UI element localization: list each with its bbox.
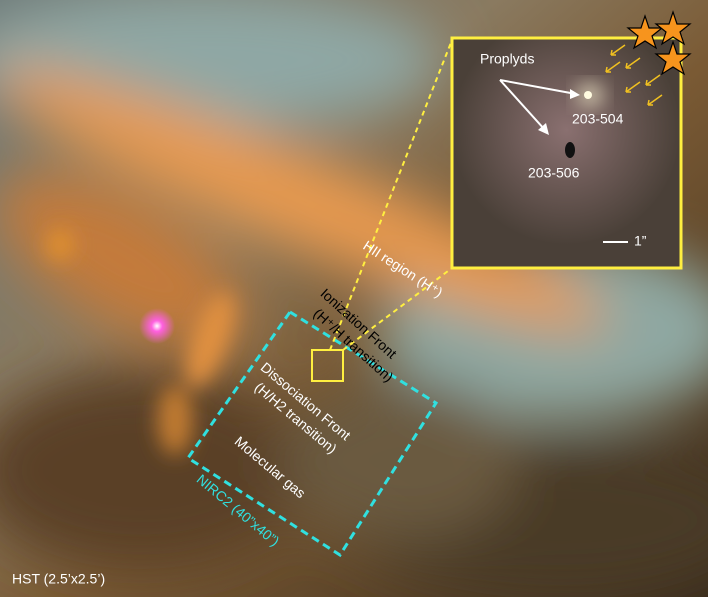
image-label: HST (2.5’x2.5’): [12, 571, 105, 587]
scale-label: 1”: [634, 233, 647, 249]
object-label: 203-506: [528, 165, 580, 181]
zoom-line: [342, 267, 453, 351]
illumination: [605, 44, 663, 106]
inset: Proplyds 203-504 203-506 1”: [450, 36, 683, 270]
zoom-box: [311, 349, 344, 382]
zoom-line: [329, 39, 453, 351]
stars: [626, 10, 692, 76]
inset-label: Proplyds: [480, 51, 534, 67]
nirc2-field: [185, 309, 439, 558]
object-label: 203-504: [572, 111, 624, 127]
